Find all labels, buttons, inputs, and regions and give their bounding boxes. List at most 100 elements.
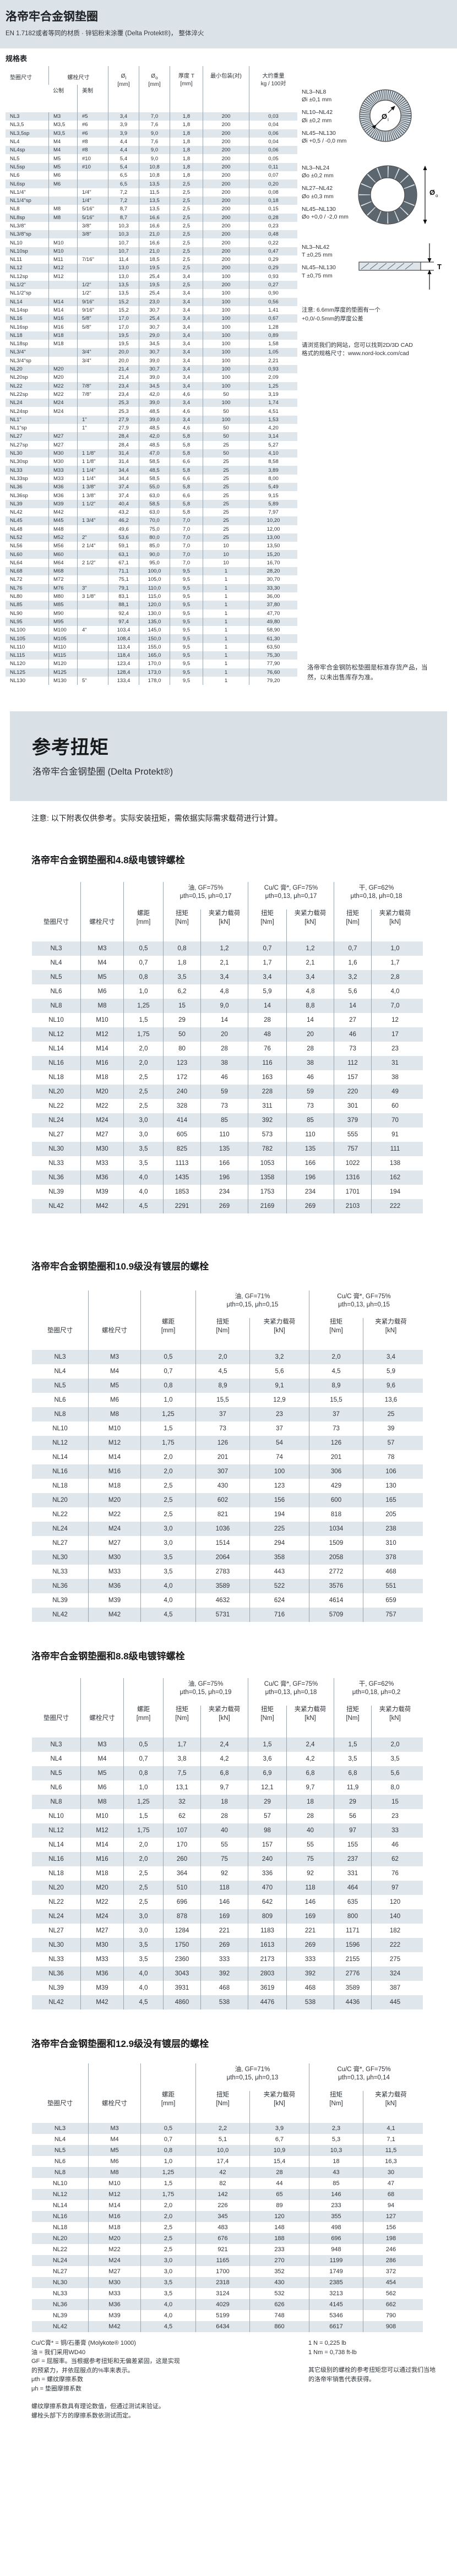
table-cell: 3,14 bbox=[249, 432, 297, 441]
table-cell: 25,3 bbox=[108, 399, 139, 407]
table-row: NL12 M12 1,75 126 54 126 57 bbox=[32, 1436, 423, 1450]
table-cell: 38 bbox=[200, 1056, 248, 1070]
table-cell: 2,5 bbox=[170, 230, 203, 239]
table-cell: 0,03 bbox=[249, 112, 297, 121]
table-cell: 1,5 bbox=[140, 1422, 195, 1436]
table-cell: 10,20 bbox=[249, 516, 297, 525]
tolerance-item: NL3–NL42 T ±0,25 mm bbox=[302, 243, 357, 259]
table-cell: 30,7 bbox=[139, 348, 170, 357]
table-cell: 7,1 bbox=[363, 2134, 418, 2145]
table-cell: 228 bbox=[248, 1085, 286, 1099]
table-cell: M33 bbox=[48, 466, 77, 475]
table-cell: 5,6 bbox=[371, 1766, 418, 1780]
footer-line: 油 = 我们采用WD40 bbox=[31, 2349, 86, 2356]
table-cell: M36 bbox=[48, 483, 77, 492]
table-cell: NL8 bbox=[10, 206, 20, 213]
table-cell: 30 bbox=[363, 2167, 418, 2178]
table-cell: 19,5 bbox=[108, 340, 139, 348]
table-cell: 43 bbox=[309, 2167, 363, 2178]
table-row: NL42 M42 4,5 2291 269 2169 269 2103 222 bbox=[32, 1199, 423, 1213]
table-cell: 110,0 bbox=[139, 584, 170, 592]
table-cell: 30,7 bbox=[139, 364, 170, 374]
table-cell: 1 bbox=[203, 567, 249, 576]
table-cell: M42 bbox=[80, 1199, 123, 1213]
table-cell: 38 bbox=[286, 1056, 334, 1070]
table-cell: 0,48 bbox=[249, 230, 297, 239]
group-friction-line: μth=0,13, μh=0,15 bbox=[338, 1301, 390, 1308]
table-cell: 126 bbox=[195, 1436, 249, 1450]
table-cell: 573 bbox=[248, 1128, 286, 1142]
thickness-note: 注意: 6.6mm厚度的垫圈有一个 +0,0/-0.5mm的厚度公差 bbox=[302, 306, 454, 324]
table-cell: 75,1 bbox=[108, 575, 139, 584]
table-cell: 15,4 bbox=[249, 2156, 309, 2167]
table-cell: 128,4 bbox=[108, 668, 139, 677]
table-cell: 12 bbox=[371, 1013, 418, 1027]
page-title: 洛帝牢合金钢垫圈 bbox=[6, 10, 98, 23]
note-line: 然，以未出售库存为准。 bbox=[307, 674, 377, 681]
table-cell: 2,0 bbox=[123, 1838, 163, 1852]
table-cell: 9,5 bbox=[170, 676, 203, 685]
table-cell: NL3 bbox=[54, 2125, 66, 2132]
table-cell: 364 bbox=[163, 1866, 200, 1881]
table-row: NL42 M42 4,5 5731 716 5709 757 bbox=[32, 1608, 423, 1622]
table-cell: 602 bbox=[195, 1493, 249, 1507]
table-cell: 76 bbox=[248, 1042, 286, 1056]
table-cell: 624 bbox=[249, 1593, 309, 1608]
table-cell: NL14 bbox=[48, 1842, 64, 1848]
table-cell: NL18 bbox=[48, 1074, 64, 1081]
header-line: [Nm] bbox=[216, 1327, 230, 1334]
table-cell: 1113 bbox=[163, 1156, 200, 1170]
torque-table-4-title: 洛帝牢合金钢垫圈和12.9级没有镀层的螺栓 bbox=[31, 2039, 209, 2049]
column-header-pitch: 螺距 [mm] bbox=[123, 1706, 163, 1738]
table-cell: 27 bbox=[334, 1013, 371, 1027]
table-cell: 30,7 bbox=[139, 323, 170, 331]
table-cell: 100 bbox=[203, 297, 249, 306]
table-row: NL1" 1" 27,9 39,0 3,4 100 1,53 bbox=[6, 415, 297, 424]
table-cell: 14 bbox=[334, 999, 371, 1013]
table-cell: 150,0 bbox=[139, 634, 170, 643]
table-cell: NL8 bbox=[50, 1003, 62, 1009]
outer-diameter-tolerances: NL3–NL24 Øo ±0,2 mm NL27–NL42 Øo ±0,3 mm NL4… bbox=[302, 162, 357, 226]
table-cell: 3,4 bbox=[170, 331, 203, 340]
table-cell: NL45 bbox=[10, 518, 23, 524]
table-cell: 8,9 bbox=[195, 1379, 249, 1393]
table-row: NL33sp M33 1 1/4" 34,4 58,5 6,6 25 8,00 bbox=[6, 474, 297, 483]
table-cell: 0,67 bbox=[249, 314, 297, 323]
table-cell: NL30 bbox=[52, 1554, 68, 1561]
table-cell: NL33 bbox=[10, 467, 23, 473]
table-cell: NL39 bbox=[48, 1189, 64, 1195]
table-row: NL18 M18 2,5 483 148 498 156 bbox=[32, 2222, 423, 2233]
header-line: [Nm] bbox=[329, 1327, 343, 1334]
table-cell: 85 bbox=[309, 2178, 363, 2189]
table-cell: 39 bbox=[363, 1422, 418, 1436]
table-cell: M60 bbox=[48, 550, 77, 559]
table-cell: 7,6 bbox=[139, 121, 170, 129]
header-line: 扭矩 bbox=[330, 1319, 342, 1325]
table-cell: 43,2 bbox=[108, 508, 139, 517]
table-cell: 54 bbox=[249, 1436, 309, 1450]
table-cell: 11,9 bbox=[334, 1780, 371, 1795]
table-cell: 464 bbox=[334, 1881, 371, 1895]
group-friction-line: μth=0,18, μh=0,2 bbox=[352, 1689, 401, 1696]
table-cell: 5,9 bbox=[248, 984, 286, 999]
tolerance-item: NL3–NL8 Øi ±0,1 mm bbox=[302, 88, 357, 104]
header-line: 扭矩 bbox=[261, 1706, 274, 1713]
table-cell: NL20 bbox=[52, 2235, 68, 2242]
table-cell: 100 bbox=[203, 323, 249, 331]
table-cell: 0,06 bbox=[249, 146, 297, 155]
column-header-pitch: 螺距 [mm] bbox=[123, 910, 163, 941]
table-cell: M4 bbox=[88, 2134, 140, 2145]
table-cell: 1 bbox=[203, 676, 249, 685]
table-cell: 2,09 bbox=[249, 373, 297, 382]
header-line: 夹紧力载荷 bbox=[294, 910, 327, 917]
table-cell: 1,05 bbox=[249, 348, 297, 357]
table-row: NL76 M76 3" 79,1 110,0 9,5 1 33,30 bbox=[6, 584, 297, 592]
table-cell: 4,51 bbox=[249, 407, 297, 416]
table-cell: 2,5 bbox=[123, 1895, 163, 1909]
table-cell: 1165 bbox=[195, 2255, 249, 2266]
tolerance-range: NL3–NL24 bbox=[302, 165, 330, 172]
table-row: NL1/4" 1/4" 7,2 11,5 2,5 200 0,08 bbox=[6, 188, 297, 197]
table-cell: 97 bbox=[371, 1881, 418, 1895]
table-cell: 310 bbox=[363, 1536, 418, 1550]
table-cell bbox=[77, 432, 108, 441]
